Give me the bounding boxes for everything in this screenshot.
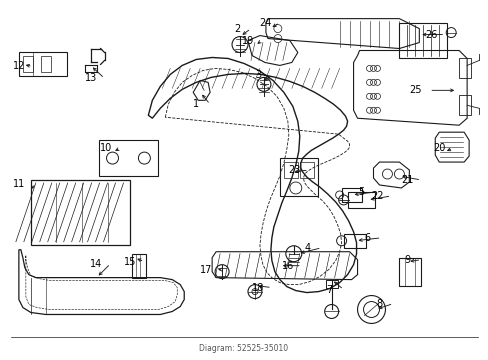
Bar [399,258,421,285]
Bar [341,188,361,202]
Text: 10: 10 [100,143,112,153]
Text: 23: 23 [288,165,301,175]
Text: 2: 2 [233,24,240,33]
Bar [343,234,365,248]
Bar [299,162,313,178]
Bar [283,162,297,178]
Bar [132,254,146,278]
Text: 15: 15 [124,257,136,267]
Text: 6: 6 [364,233,370,243]
Bar [347,192,375,208]
Text: 11: 11 [13,179,25,189]
Bar [325,280,337,288]
Text: 20: 20 [432,143,445,153]
Bar [23,57,33,72]
Text: 7: 7 [326,284,332,294]
Text: 25: 25 [408,85,421,95]
Text: 22: 22 [370,191,383,201]
Text: 9: 9 [404,255,409,265]
Bar [19,53,66,76]
Bar [41,57,51,72]
Bar [99,140,158,176]
Text: 21: 21 [400,175,413,185]
Text: 19: 19 [242,36,254,46]
Text: 17: 17 [200,265,212,275]
Text: 18: 18 [251,283,264,293]
Text: 26: 26 [424,30,437,40]
Text: 5: 5 [358,187,364,197]
Text: 8: 8 [376,298,382,309]
Text: 16: 16 [281,261,293,271]
Bar [399,23,447,58]
Text: 24: 24 [259,18,271,28]
Bar [458,58,470,78]
Bar [279,158,317,196]
Text: 12: 12 [13,62,25,71]
Text: 14: 14 [90,259,102,269]
Text: 13: 13 [84,73,97,84]
Text: 1: 1 [193,99,199,109]
Text: Diagram: 52525-35010: Diagram: 52525-35010 [199,344,288,353]
Text: 4: 4 [304,243,310,253]
Text: 3: 3 [254,71,261,80]
Bar [458,95,470,115]
